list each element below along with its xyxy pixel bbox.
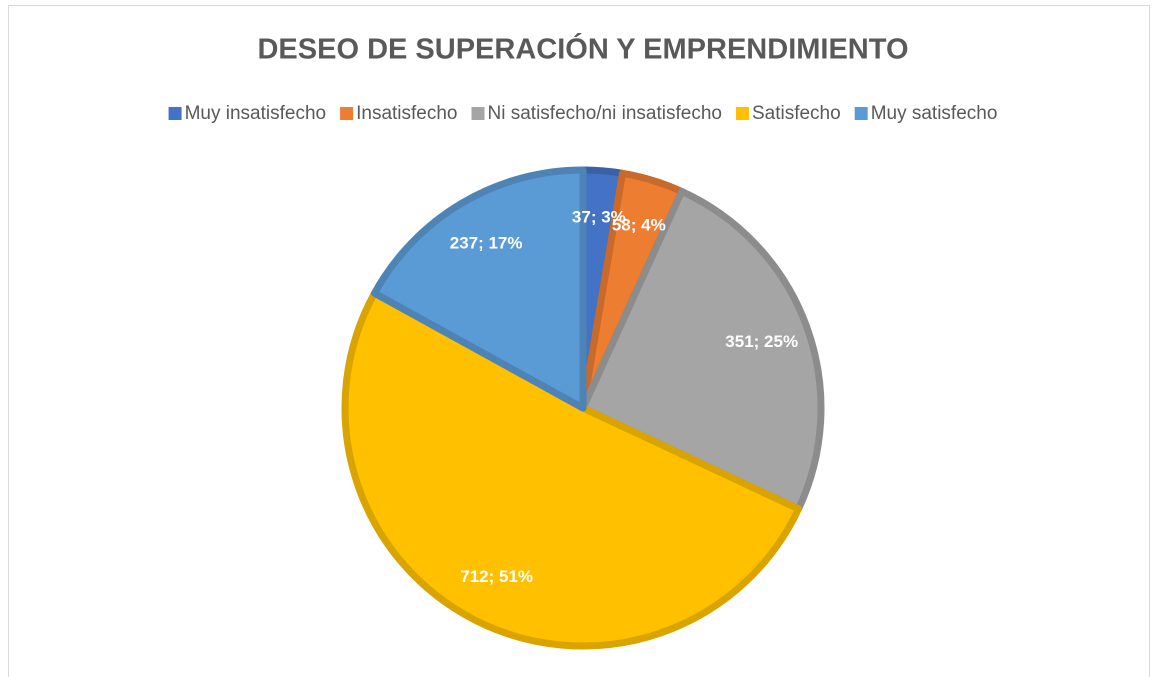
legend-swatch [340,107,354,120]
legend-label: Satisfecho [752,103,841,124]
data-label: 37; 3% [572,208,626,227]
pie-slice [579,187,825,513]
pie-slice [371,166,587,412]
legend-label: Insatisfecho [356,103,457,124]
data-label: 58; 4% [612,215,666,234]
legend-label: Muy insatisfecho [185,103,327,124]
legend-label: Muy satisfecho [871,103,998,124]
pie-slice [341,289,803,650]
legend-swatch [471,107,485,120]
data-label: 237; 17% [450,234,523,253]
legend-swatch [168,107,182,120]
legend: Muy insatisfecho Insatisfecho Ni satisfech… [168,103,998,124]
data-label: 712; 51% [460,567,533,586]
legend-swatch [854,107,868,120]
data-label: 351; 25% [725,332,798,351]
legend-label: Ni satisfecho/ni insatisfecho [488,103,722,124]
legend-swatch [735,107,749,120]
chart-title: DESEO DE SUPERACIÓN Y EMPRENDIMIENTO [257,32,908,66]
